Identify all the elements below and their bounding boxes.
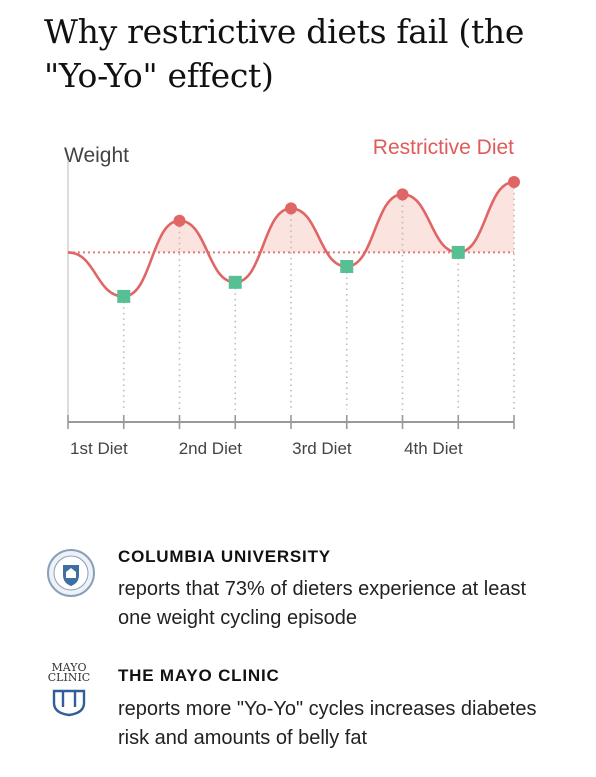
peak-point xyxy=(285,202,297,215)
page-title: Why restrictive diets fail (the "Yo-Yo" … xyxy=(44,12,525,95)
logo-text-clinic: CLINIC xyxy=(47,671,91,684)
source-text: reports that 73% of dieters experience a… xyxy=(118,578,527,629)
columbia-seal-icon xyxy=(46,548,96,603)
peak-point xyxy=(396,188,409,201)
peak-point xyxy=(173,214,186,227)
source-text: reports more "Yo-Yo" cycles increases di… xyxy=(118,698,537,749)
weight-gain-area xyxy=(153,182,514,253)
low-point xyxy=(451,245,465,259)
source-name: THE MAYO CLINIC xyxy=(118,666,280,685)
peak-point xyxy=(508,176,520,188)
source-name: COLUMBIA UNIVERSITY xyxy=(118,547,331,566)
yo-yo-chart: Weight Restrictive Diet 1st Diet 2nd Diet… xyxy=(64,136,520,458)
low-point xyxy=(340,259,354,273)
mayo-clinic-logo-icon: MAYO CLINIC xyxy=(46,661,92,722)
low-point xyxy=(117,289,131,303)
x-tick-label: 1st Diet xyxy=(70,439,128,458)
series-label: Restrictive Diet xyxy=(373,136,514,159)
x-tick-label: 4th Diet xyxy=(404,439,463,458)
x-tick-label: 2nd Diet xyxy=(179,439,243,458)
low-point xyxy=(228,275,242,289)
x-tick-label: 3rd Diet xyxy=(292,439,352,458)
logo-text-mayo: MAYO xyxy=(51,661,87,674)
y-axis-label: Weight xyxy=(64,144,129,167)
